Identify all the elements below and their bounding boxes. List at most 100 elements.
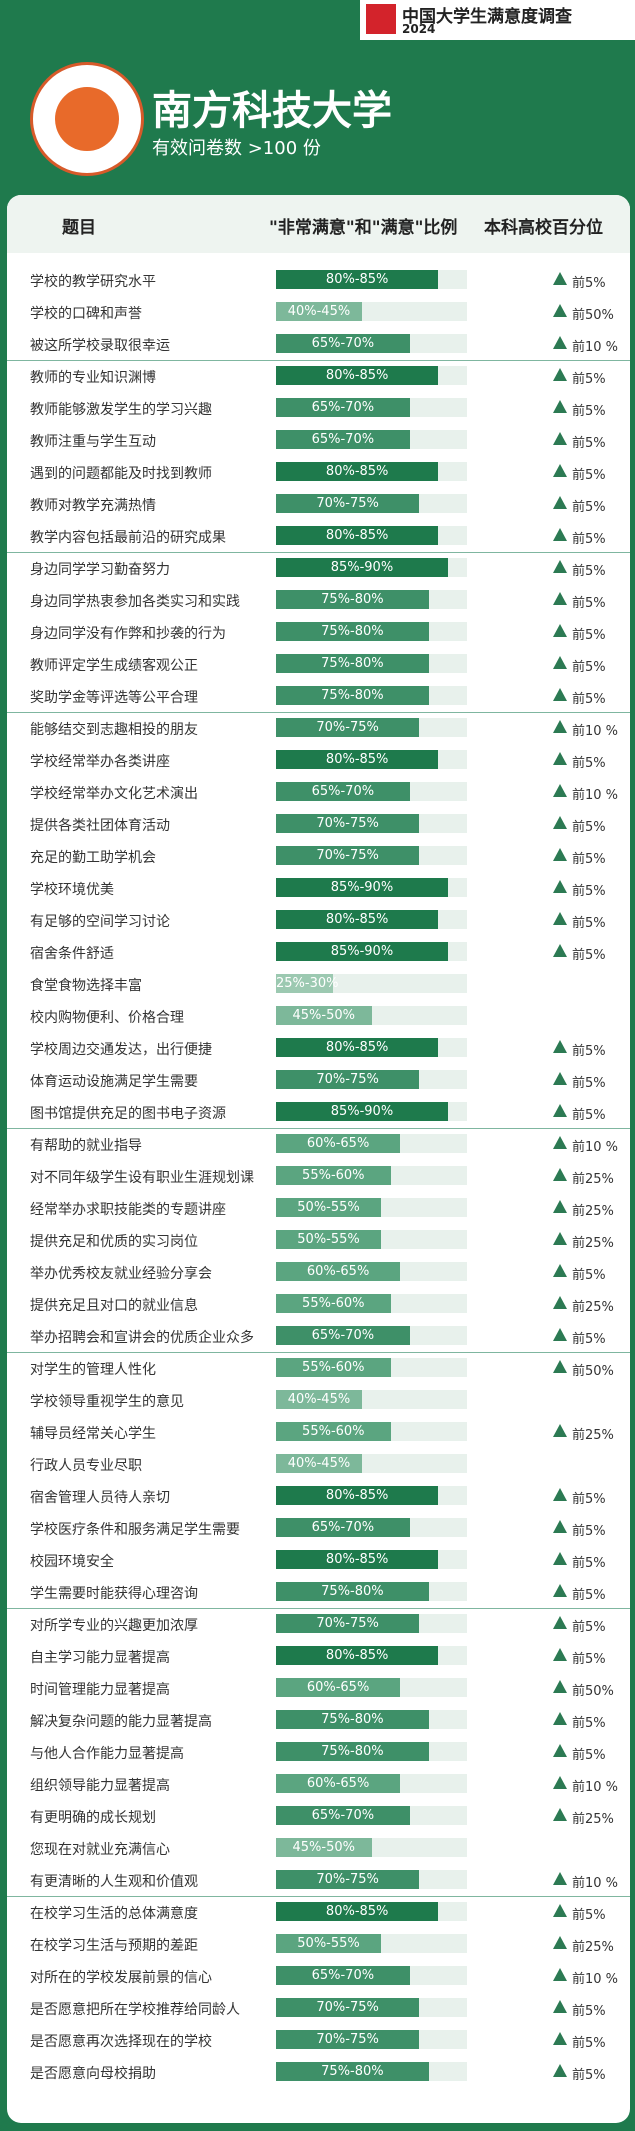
bar: 40%-45% <box>276 1390 362 1409</box>
rank-label: 前5% <box>572 1268 606 1283</box>
rank-marker <box>553 432 567 445</box>
bar-label: 75%-80% <box>321 656 384 671</box>
group-separator <box>7 1352 630 1353</box>
item-label: 宿舍条件舒适 <box>30 946 114 962</box>
rank-label: 前5% <box>572 404 606 419</box>
rank-label: 前5% <box>572 1588 606 1603</box>
rank-marker <box>553 1232 567 1245</box>
bar-track: 40%-45% <box>276 1390 467 1409</box>
bar: 40%-45% <box>276 1454 362 1473</box>
bar: 75%-80% <box>276 654 429 673</box>
bar-label: 55%-60% <box>302 1168 365 1183</box>
bar-label: 50%-55% <box>297 1232 360 1247</box>
rank-label: 前10 % <box>572 724 619 739</box>
bar-track: 55%-60% <box>276 1422 467 1441</box>
bar-label: 55%-60% <box>302 1296 365 1311</box>
rank-marker <box>553 1616 567 1629</box>
bar-track: 70%-75% <box>276 1070 467 1089</box>
item-label: 举办招聘会和宣讲会的优质企业众多 <box>30 1330 254 1346</box>
bar: 70%-75% <box>276 846 420 865</box>
rank-marker <box>553 592 567 605</box>
bar-track: 75%-80% <box>276 1710 467 1729</box>
bar-track: 75%-80% <box>276 654 467 673</box>
bar-track: 80%-85% <box>276 910 467 929</box>
rank-marker <box>553 1520 567 1533</box>
bar-label: 85%-90% <box>330 1104 394 1119</box>
group-separator <box>7 1128 630 1129</box>
bar-track: 40%-45% <box>276 1454 467 1473</box>
bar: 80%-85% <box>276 910 439 929</box>
item-label: 时间管理能力显著提高 <box>30 1682 170 1698</box>
rank-label: 前5% <box>572 916 606 931</box>
rank-marker <box>553 2032 567 2045</box>
item-label: 充足的勤工助学机会 <box>30 850 156 866</box>
bar: 70%-75% <box>276 2030 420 2049</box>
rank-marker <box>553 1104 567 1117</box>
bar: 70%-75% <box>276 1614 420 1633</box>
bar: 65%-70% <box>276 782 410 801</box>
bar-track: 70%-75% <box>276 494 467 513</box>
rank-marker <box>553 1424 567 1437</box>
item-label: 对学生的管理人性化 <box>30 1362 156 1378</box>
bar: 65%-70% <box>276 1326 410 1345</box>
item-label: 是否愿意向母校捐助 <box>30 2066 156 2082</box>
item-label: 学校环境优美 <box>30 882 114 898</box>
rank-marker <box>553 752 567 765</box>
bar-label: 40%-45% <box>287 1456 351 1471</box>
table-header <box>7 195 630 253</box>
rank-label: 前5% <box>572 436 606 451</box>
rank-marker <box>553 1968 567 1981</box>
rank-marker <box>553 1776 567 1789</box>
item-label: 有更清晰的人生观和价值观 <box>30 1874 198 1890</box>
bar-track: 25%-30% <box>276 974 467 993</box>
rank-marker <box>553 1488 567 1501</box>
column-header: 题目 <box>62 218 96 238</box>
bar-label: 65%-70% <box>311 400 375 415</box>
bar: 85%-90% <box>276 942 448 961</box>
bar-track: 55%-60% <box>276 1166 467 1185</box>
rank-label: 前5% <box>572 692 606 707</box>
bar: 55%-60% <box>276 1422 391 1441</box>
rank-marker <box>553 1200 567 1213</box>
bar: 80%-85% <box>276 1550 439 1569</box>
item-label: 学校医疗条件和服务满足学生需要 <box>30 1522 240 1538</box>
rank-marker <box>553 272 567 285</box>
bar: 60%-65% <box>276 1134 401 1153</box>
rank-label: 前5% <box>572 372 606 387</box>
item-label: 遇到的问题都能及时找到教师 <box>30 466 212 482</box>
item-label: 提供充足且对口的就业信息 <box>30 1298 198 1314</box>
item-label: 体育运动设施满足学生需要 <box>30 1074 198 1090</box>
rank-marker <box>553 944 567 957</box>
bar-track: 80%-85% <box>276 462 467 481</box>
group-separator <box>7 360 630 361</box>
bar-label: 80%-85% <box>325 752 389 767</box>
rank-label: 前5% <box>572 820 606 835</box>
bar-track: 70%-75% <box>276 1998 467 2017</box>
bar-label: 70%-75% <box>316 1872 379 1887</box>
bar: 70%-75% <box>276 1870 420 1889</box>
bar-track: 70%-75% <box>276 2030 467 2049</box>
bar-label: 80%-85% <box>325 912 389 927</box>
column-header: 本科高校百分位 <box>484 218 603 238</box>
bar: 80%-85% <box>276 1486 439 1505</box>
item-label: 组织领导能力显著提高 <box>30 1778 170 1794</box>
bar-track: 65%-70% <box>276 334 467 353</box>
rank-label: 前5% <box>572 596 606 611</box>
bar: 75%-80% <box>276 1710 429 1729</box>
bar-label: 75%-80% <box>321 1744 384 1759</box>
item-label: 教师注重与学生互动 <box>30 434 156 450</box>
rank-label: 前50% <box>572 308 614 323</box>
bar: 75%-80% <box>276 686 429 705</box>
bar-label: 80%-85% <box>325 1552 389 1567</box>
rank-marker <box>553 720 567 733</box>
bar-label: 75%-80% <box>321 624 384 639</box>
item-label: 能够结交到志趣相投的朋友 <box>30 722 198 738</box>
bar-track: 80%-85% <box>276 526 467 545</box>
rank-marker <box>553 688 567 701</box>
bar-track: 60%-65% <box>276 1774 467 1793</box>
bar-label: 60%-65% <box>306 1680 370 1695</box>
item-label: 与他人合作能力显著提高 <box>30 1746 184 1762</box>
rank-label: 前5% <box>572 276 606 291</box>
bar-label: 70%-75% <box>316 1616 379 1631</box>
